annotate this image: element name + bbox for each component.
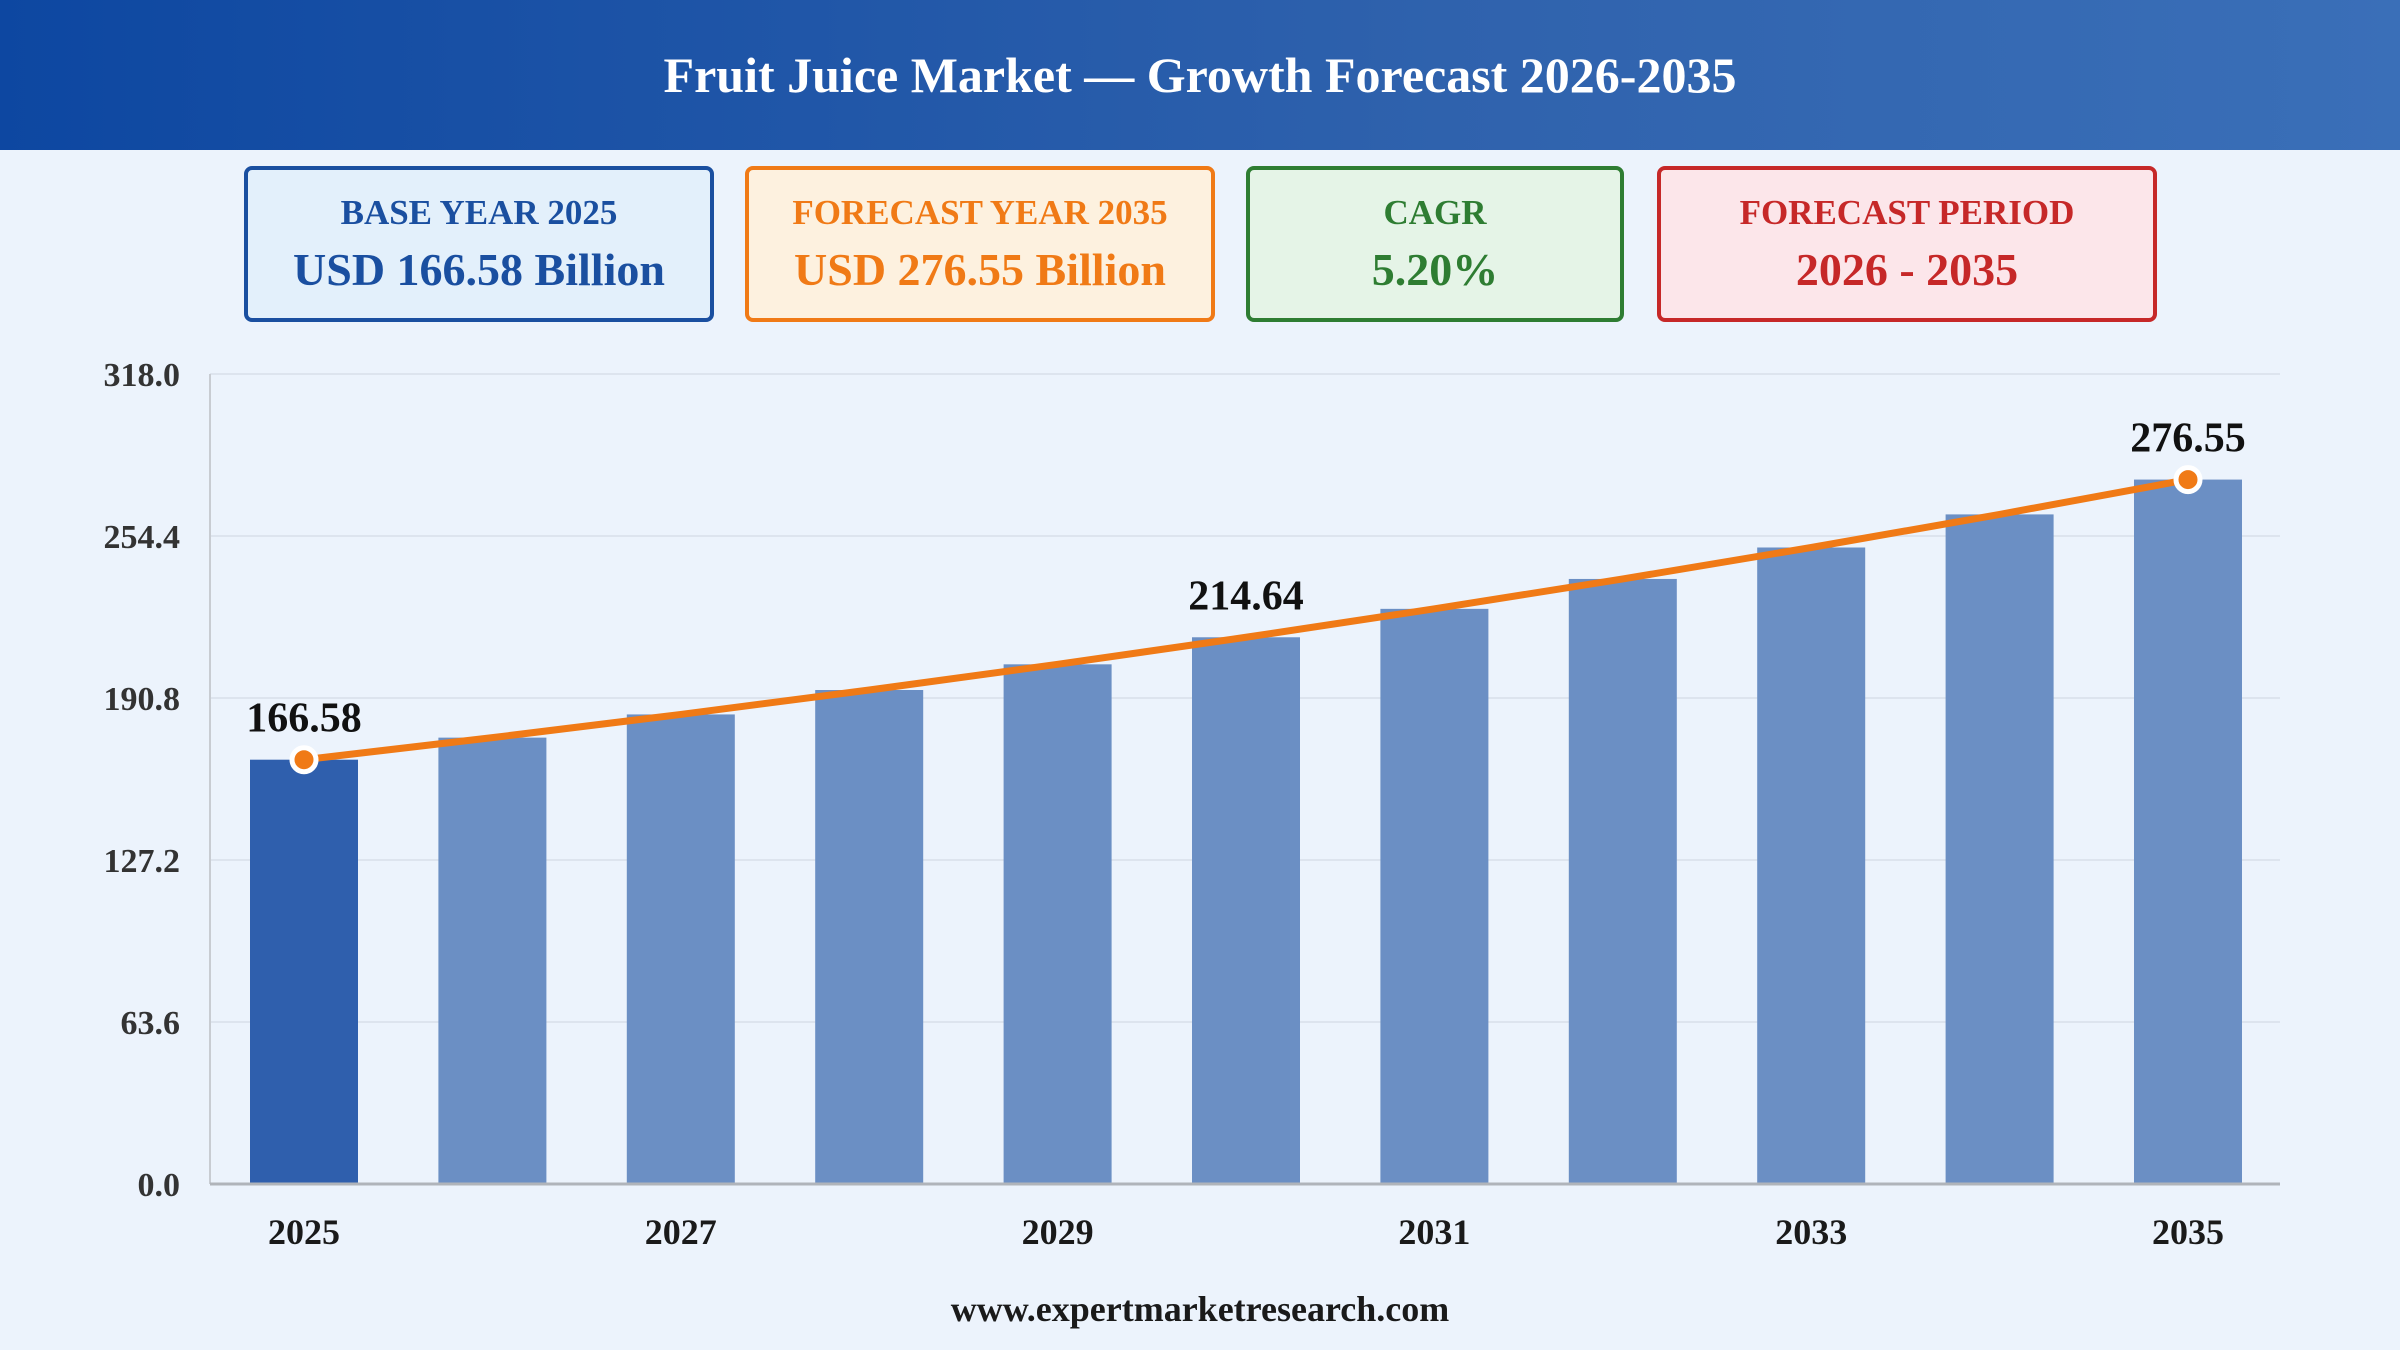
forecast-period-value: 2026 - 2035: [1795, 243, 2019, 295]
bar-2032: [1568, 578, 1677, 1184]
data-label: 276.55: [2130, 416, 2246, 462]
label-layer: 166.58 214.64 276.55: [246, 416, 2246, 742]
trend-marker: [2173, 465, 2203, 495]
forecast-year-card: FORECAST YEAR 2035 USD 276.55 Billion: [745, 166, 1215, 322]
source-footer: www.expertmarketresearch.com: [950, 1289, 1450, 1329]
data-label: 166.58: [246, 696, 362, 742]
bar-2028: [815, 690, 924, 1184]
bar-2025: [250, 759, 358, 1184]
trend-marker: [289, 745, 319, 775]
y-tick-label: 63.6: [121, 1005, 181, 1042]
trend-line: [300, 476, 2192, 764]
x-tick-label: 2027: [645, 1212, 717, 1252]
forecast-year-label: FORECAST YEAR 2035: [792, 192, 1168, 232]
axis-layer: 0.0 63.6 127.2 190.8 254.4 318.0 2025 2027 2029 2…: [104, 357, 2280, 1252]
x-tick-label: 2025: [268, 1212, 340, 1252]
forecast-period-label: FORECAST PERIOD: [1739, 192, 2075, 232]
y-tick-label: 254.4: [104, 519, 181, 556]
header-banner: Fruit Juice Market — Growth Forecast 202…: [0, 0, 2400, 150]
base-year-label: BASE YEAR 2025: [340, 192, 618, 232]
bar-2030: [1192, 637, 1300, 1184]
bar-2033: [1757, 547, 1866, 1184]
cagr-card: CAGR 5.20%: [1246, 166, 1624, 322]
x-tick-label: 2035: [2152, 1212, 2224, 1252]
x-tick-label: 2033: [1775, 1212, 1847, 1252]
x-tick-label: 2029: [1022, 1212, 1094, 1252]
bar-2034: [1945, 514, 2054, 1184]
y-tick-label: 318.0: [104, 357, 181, 394]
cagr-value: 5.20%: [1371, 243, 1499, 295]
y-tick-label: 0.0: [138, 1167, 181, 1204]
bar-2027: [626, 714, 735, 1184]
base-year-card: BASE YEAR 2025 USD 166.58 Billion: [244, 166, 714, 322]
forecast-period-card: FORECAST PERIOD 2026 - 2035: [1657, 166, 2157, 322]
x-tick-label: 2031: [1398, 1212, 1470, 1252]
y-tick-label: 127.2: [104, 843, 181, 880]
bar-2026: [438, 737, 547, 1184]
bar-layer: [250, 479, 2242, 1184]
data-label: 214.64: [1188, 573, 1304, 619]
base-year-value: USD 166.58 Billion: [293, 243, 665, 295]
page-title: Fruit Juice Market — Growth Forecast 202…: [663, 47, 1737, 103]
bar-2029: [1003, 664, 1112, 1184]
forecast-year-value: USD 276.55 Billion: [794, 243, 1166, 295]
cagr-label: CAGR: [1383, 192, 1487, 232]
bar-2031: [1380, 608, 1489, 1184]
y-tick-label: 190.8: [104, 681, 181, 718]
bar-2035: [2134, 479, 2242, 1184]
trend-line-layer: [289, 465, 2203, 775]
